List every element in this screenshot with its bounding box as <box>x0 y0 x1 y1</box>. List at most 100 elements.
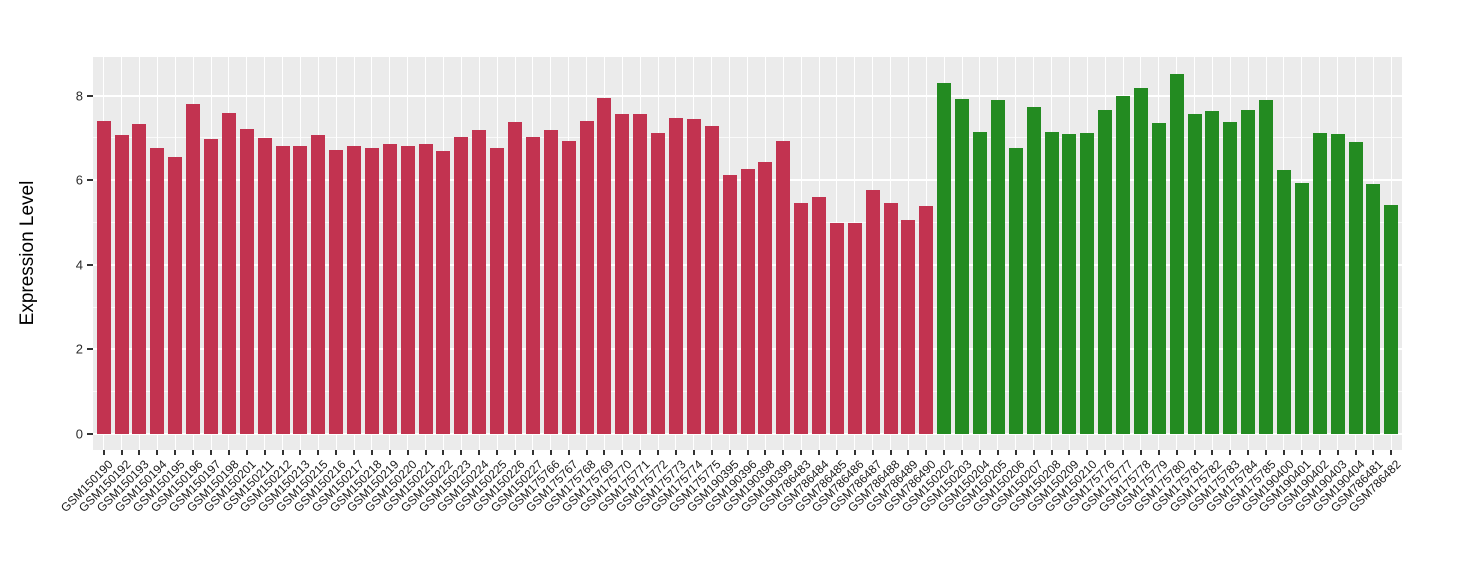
x-tick-mark <box>674 450 677 455</box>
y-tick-mark <box>87 179 93 182</box>
x-tick-mark <box>800 450 803 455</box>
bar-GSM150211 <box>257 137 272 434</box>
bar-GSM175780 <box>1169 74 1184 434</box>
bar-GSM150217 <box>347 145 362 434</box>
bar-GSM150193 <box>132 123 147 434</box>
bar-GSM175771 <box>633 113 648 434</box>
y-tick-label: 8 <box>75 88 83 104</box>
bar-GSM190400 <box>1276 170 1291 434</box>
x-tick-mark <box>370 450 373 455</box>
bar-GSM786486 <box>847 223 862 434</box>
x-tick-mark <box>567 450 570 455</box>
x-tick-mark <box>192 450 195 455</box>
bar-GSM175785 <box>1259 100 1274 434</box>
x-tick-mark <box>1390 450 1393 455</box>
x-tick-mark <box>692 450 695 455</box>
bar-GSM150195 <box>168 156 183 434</box>
bar-GSM150213 <box>293 145 308 434</box>
x-tick-mark <box>424 450 427 455</box>
bar-GSM175774 <box>686 119 701 434</box>
bar-GSM175784 <box>1241 109 1256 434</box>
x-tick-mark <box>782 450 785 455</box>
x-tick-mark <box>1211 450 1214 455</box>
x-tick-mark <box>746 450 749 455</box>
bar-GSM175778 <box>1133 88 1148 434</box>
x-tick-mark <box>496 450 499 455</box>
x-tick-mark <box>227 450 230 455</box>
y-tick-mark <box>87 348 93 351</box>
x-tick-mark <box>263 450 266 455</box>
bar-GSM175777 <box>1116 96 1131 434</box>
x-tick-mark <box>335 450 338 455</box>
plot-panel <box>93 57 1402 450</box>
x-tick-mark <box>1247 450 1250 455</box>
x-tick-mark <box>585 450 588 455</box>
x-tick-mark <box>353 450 356 455</box>
y-tick-label: 4 <box>75 257 83 273</box>
bar-GSM786481 <box>1366 184 1381 434</box>
x-tick-mark <box>639 450 642 455</box>
bar-GSM150227 <box>525 136 540 434</box>
bar-GSM150206 <box>1008 147 1023 434</box>
x-tick-mark <box>1336 450 1339 455</box>
bar-GSM150202 <box>937 82 952 434</box>
bar-GSM175770 <box>615 113 630 434</box>
bar-GSM150222 <box>436 150 451 434</box>
bar-GSM150221 <box>418 143 433 434</box>
bar-GSM190404 <box>1348 141 1363 434</box>
x-tick-mark <box>281 450 284 455</box>
x-tick-mark <box>1157 450 1160 455</box>
x-tick-mark <box>996 450 999 455</box>
x-tick-mark <box>388 450 391 455</box>
bar-GSM150208 <box>1044 132 1059 434</box>
bar-GSM150207 <box>1026 106 1041 434</box>
bar-GSM175783 <box>1223 121 1238 434</box>
bar-GSM150215 <box>311 134 326 434</box>
x-tick-mark <box>728 450 731 455</box>
bar-GSM150201 <box>239 129 254 434</box>
bar-GSM150192 <box>114 134 129 434</box>
x-tick-mark <box>1229 450 1232 455</box>
bar-GSM175776 <box>1098 109 1113 434</box>
x-tick-mark <box>1354 450 1357 455</box>
x-tick-mark <box>245 450 248 455</box>
bar-GSM150196 <box>186 104 201 434</box>
bar-GSM786489 <box>901 219 916 434</box>
x-tick-mark <box>1068 450 1071 455</box>
x-tick-mark <box>871 450 874 455</box>
bar-GSM786484 <box>812 196 827 434</box>
bar-GSM150212 <box>275 146 290 434</box>
x-tick-mark <box>907 450 910 455</box>
bar-GSM150209 <box>1062 133 1077 434</box>
bar-GSM190398 <box>758 162 773 434</box>
y-tick-label: 6 <box>75 172 83 188</box>
x-tick-mark <box>1104 450 1107 455</box>
x-tick-mark <box>549 450 552 455</box>
x-tick-mark <box>925 450 928 455</box>
x-tick-mark <box>120 450 123 455</box>
x-tick-mark <box>1086 450 1089 455</box>
x-tick-mark <box>603 450 606 455</box>
bar-GSM175767 <box>561 140 576 434</box>
bar-GSM150194 <box>150 148 165 434</box>
y-tick-mark <box>87 433 93 435</box>
bar-GSM150203 <box>955 98 970 434</box>
bar-GSM190395 <box>722 174 737 434</box>
x-tick-mark <box>621 450 624 455</box>
bar-GSM175775 <box>704 126 719 434</box>
bar-GSM175772 <box>651 133 666 434</box>
bar-GSM150205 <box>990 100 1005 434</box>
x-tick-mark <box>156 450 159 455</box>
bar-GSM190396 <box>740 168 755 434</box>
bar-GSM150216 <box>329 150 344 434</box>
bar-GSM150219 <box>382 143 397 434</box>
bar-GSM150197 <box>204 139 219 434</box>
y-axis-title: Expression Level <box>17 180 38 326</box>
bar-GSM190401 <box>1294 182 1309 434</box>
y-tick-mark <box>87 94 93 97</box>
bar-GSM150204 <box>972 131 987 434</box>
x-tick-mark <box>978 450 981 455</box>
bar-GSM175769 <box>597 98 612 434</box>
bar-GSM175766 <box>543 129 558 434</box>
